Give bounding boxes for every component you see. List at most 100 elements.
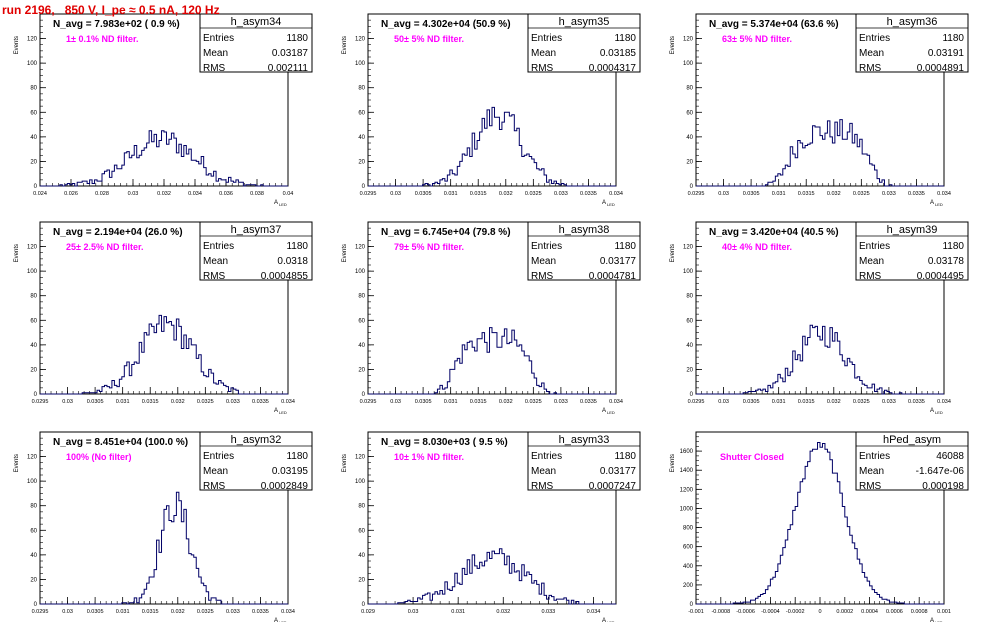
stats-box [855,431,969,491]
y-tick-label: 100 [355,61,366,67]
x-tick-label: -0.0006 [736,609,755,615]
y-tick-label: 0 [690,392,694,398]
y-tick-label: 1000 [680,506,694,512]
x-tick-label: 0.033 [226,609,240,615]
y-tick-label: 0 [34,184,38,190]
stats-label: Mean [859,256,884,267]
x-tick-label: 0.0004 [861,609,878,615]
x-axis-subscript: LED [279,410,287,415]
stats-label: Mean [531,48,556,59]
y-tick-label: 0 [690,602,694,608]
x-tick-label: 0.031 [116,609,130,615]
x-tick-label: 0.033 [554,399,568,405]
stats-title: h_asym38 [559,224,610,236]
x-tick-label: 0.033 [554,191,568,197]
x-axis-label: A [274,618,278,622]
histogram-panel-hPed_asym: Events 0 200 400 600 800 1000 1200 1400 1600 -0.00… [670,431,969,622]
x-tick-label: 0.0335 [252,399,269,405]
x-tick-label: 0.0315 [142,399,159,405]
histogram-panel-h_asym36: Events 0 20 40 60 80 100 120 0.0295 0.03 0.0305 0.0… [670,13,969,207]
stats-box [855,13,969,73]
stats-value: 0.03178 [928,256,965,267]
y-tick-label: 120 [355,455,366,461]
stats-box [199,13,313,73]
y-axis-label: Events [670,454,676,472]
y-tick-label: 100 [355,269,366,275]
stats-box [199,431,313,491]
y-tick-label: 80 [686,294,693,300]
x-tick-label: 0.0325 [525,399,542,405]
stats-value: -1.647e-06 [916,466,965,477]
y-tick-label: 60 [358,528,365,534]
stats-value: 0.03177 [600,466,637,477]
x-tick-label: 0.032 [827,399,841,405]
navg-label: N_avg = 3.420e+04 (40.5 %) [709,227,839,238]
stats-value: 1180 [286,241,308,252]
stats-value: 1180 [286,451,308,462]
x-tick-label: 0.0295 [688,399,705,405]
x-tick-label: 0.0325 [197,399,214,405]
x-tick-label: 0.032 [827,191,841,197]
x-tick-label: 0.034 [609,191,623,197]
filter-note: 40± 4% ND filter. [722,242,792,252]
y-tick-label: 100 [27,269,38,275]
x-axis-subscript: LED [607,410,615,415]
stats-title: h_asym34 [231,16,282,28]
filter-note: 10± 1% ND filter. [394,452,464,462]
navg-label: N_avg = 8.451e+04 (100.0 %) [53,437,188,448]
x-axis-label: A [274,200,278,206]
stats-label: RMS [531,481,554,492]
x-tick-label: 0.03 [390,399,401,405]
y-tick-label: 0 [362,392,366,398]
filter-note: 63± 5% ND filter. [722,34,792,44]
x-tick-label: 0.0295 [360,399,377,405]
navg-label: N_avg = 4.302e+04 (50.9 %) [381,19,511,30]
y-tick-label: 80 [30,86,37,92]
x-tick-label: 0.0008 [911,609,928,615]
x-tick-label: 0.03 [718,191,729,197]
x-axis-label: A [602,200,606,206]
x-tick-label: 0.034 [281,609,295,615]
x-axis-subscript: LED [935,620,943,622]
filter-note: 1± 0.1% ND filter. [66,34,138,44]
stats-label: Entries [531,451,562,462]
x-tick-label: 0.0295 [688,191,705,197]
stats-value: 1180 [614,451,636,462]
stats-value: 0.0004891 [917,63,965,74]
x-tick-label: 0.0305 [415,191,432,197]
stats-value: 0.002111 [268,63,309,74]
stats-title: h_asym37 [231,224,282,236]
stats-value: 0.03187 [272,48,309,59]
stats-value: 0.03185 [600,48,637,59]
y-tick-label: 800 [683,526,694,532]
x-tick-label: 0.0325 [853,191,870,197]
histogram-panel-h_asym35: Events 0 20 40 60 80 100 120 0.0295 0.03 0.0305 0.0… [342,13,641,207]
x-tick-label: 0.0315 [470,399,487,405]
navg-label: N_avg = 6.745e+04 (79.8 %) [381,227,511,238]
stats-title: h_asym36 [887,16,938,28]
y-tick-label: 60 [358,318,365,324]
y-axis-label: Events [14,36,20,54]
y-tick-label: 0 [362,602,366,608]
x-axis-label: A [602,408,606,414]
y-tick-label: 120 [683,245,694,251]
navg-label: N_avg = 7.983e+02 ( 0.9 %) [53,19,180,30]
x-tick-label: 0.031 [772,399,786,405]
stats-title: hPed_asym [883,434,941,446]
x-axis-subscript: LED [279,620,287,622]
y-tick-label: 1400 [680,468,694,474]
x-tick-label: 0.034 [609,399,623,405]
x-tick-label: 0.001 [937,609,951,615]
x-tick-label: 0.0305 [743,191,760,197]
y-tick-label: 40 [30,553,37,559]
x-tick-label: 0.0305 [415,399,432,405]
y-tick-label: 20 [30,577,37,583]
stats-value: 0.0004495 [917,271,965,282]
x-tick-label: 0.034 [937,191,951,197]
y-tick-label: 20 [686,159,693,165]
y-tick-label: 100 [355,479,366,485]
x-tick-label: 0.0315 [142,609,159,615]
stats-value: 0.03195 [272,466,309,477]
stats-label: Mean [203,48,228,59]
y-tick-label: 20 [30,367,37,373]
